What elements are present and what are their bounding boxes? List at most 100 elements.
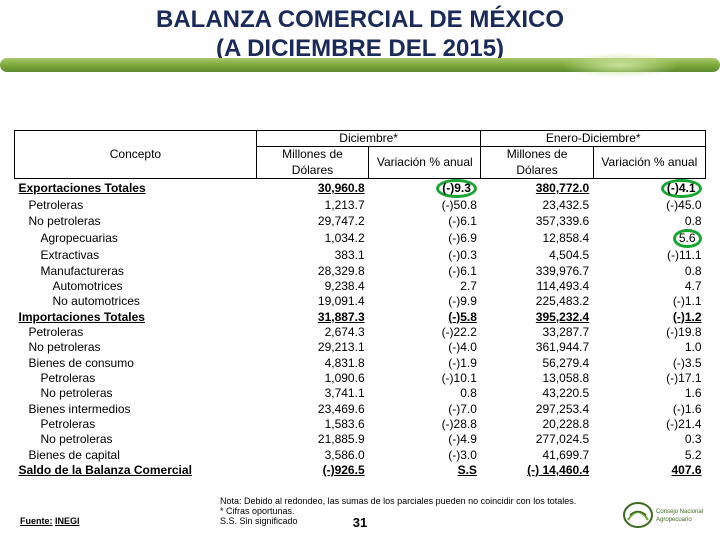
table-row: No petroleras29,213.1(-)4.0361,944.71.0 bbox=[15, 340, 706, 355]
footnotes: Nota: Debido al redondeo, las sumas de l… bbox=[220, 496, 576, 526]
title-line-1: BALANZA COMERCIAL DE MÉXICO bbox=[156, 6, 564, 33]
cell-value: (-)9.3 bbox=[369, 179, 481, 199]
cell-concept: No petroleras bbox=[15, 214, 257, 229]
hdr-mill-1: Millones de Dólares bbox=[256, 147, 368, 179]
fuente-label: Fuente: bbox=[20, 516, 53, 526]
cell-value: (-)17.1 bbox=[593, 371, 705, 386]
hdr-var-2: Variación % anual bbox=[593, 147, 705, 179]
note-ast: * Cifras oportunas. bbox=[220, 506, 576, 516]
cell-value: (-)1.2 bbox=[593, 310, 705, 325]
cell-value: 31,887.3 bbox=[256, 310, 368, 325]
cell-value: 297,253.4 bbox=[481, 402, 593, 417]
hdr-concepto: Concepto bbox=[15, 131, 257, 179]
table-row: Petroleras1,090.6(-)10.113,058.8(-)17.1 bbox=[15, 371, 706, 386]
cell-value: 114,493.4 bbox=[481, 279, 593, 294]
cell-concept: No petroleras bbox=[15, 432, 257, 447]
cell-value: 395,232.4 bbox=[481, 310, 593, 325]
cell-value: (-)5.8 bbox=[369, 310, 481, 325]
cell-value: 0.3 bbox=[593, 432, 705, 447]
note-main: Nota: Debido al redondeo, las sumas de l… bbox=[220, 496, 576, 506]
balance-table: Concepto Diciembre* Enero-Diciembre* Mil… bbox=[14, 130, 706, 479]
cell-value: 1,213.7 bbox=[256, 198, 368, 213]
cell-value: (-)28.8 bbox=[369, 417, 481, 432]
cell-concept: Petroleras bbox=[15, 417, 257, 432]
cell-value: (-)11.1 bbox=[593, 248, 705, 263]
cell-concept: No automotrices bbox=[15, 294, 257, 309]
cell-value: (-)45.0 bbox=[593, 198, 705, 213]
cell-value: 1,090.6 bbox=[256, 371, 368, 386]
note-ss: S.S. Sin significado bbox=[220, 516, 576, 526]
cell-value: 41,699.7 bbox=[481, 448, 593, 463]
cell-value: 12,858.4 bbox=[481, 229, 593, 248]
highlight-circle: (-)4.1 bbox=[661, 179, 702, 198]
table-row: No petroleras21,885.9(-)4.9277,024.50.3 bbox=[15, 432, 706, 447]
cell-value: (-)4.1 bbox=[593, 179, 705, 199]
cell-concept: Petroleras bbox=[15, 198, 257, 213]
cell-value: (-)4.9 bbox=[369, 432, 481, 447]
table-row: Petroleras1,583.6(-)28.820,228.8(-)21.4 bbox=[15, 417, 706, 432]
cell-concept: Bienes intermedios bbox=[15, 402, 257, 417]
cell-value: 4,831.8 bbox=[256, 356, 368, 371]
cell-value: 383.1 bbox=[256, 248, 368, 263]
cell-concept: No petroleras bbox=[15, 340, 257, 355]
cell-value: 357,339.6 bbox=[481, 214, 593, 229]
table-row: Importaciones Totales31,887.3(-)5.8395,2… bbox=[15, 310, 706, 325]
cell-value: (-)19.8 bbox=[593, 325, 705, 340]
cell-value: 3,586.0 bbox=[256, 448, 368, 463]
hdr-mill-2: Millones de Dólares bbox=[481, 147, 593, 179]
cell-value: (-)22.2 bbox=[369, 325, 481, 340]
cell-value: (-)6.1 bbox=[369, 214, 481, 229]
cell-concept: Extractivas bbox=[15, 248, 257, 263]
table-row: Petroleras2,674.3(-)22.233,287.7(-)19.8 bbox=[15, 325, 706, 340]
cell-value: (-)0.3 bbox=[369, 248, 481, 263]
cell-value: 28,329.8 bbox=[256, 264, 368, 279]
cell-value: 2,674.3 bbox=[256, 325, 368, 340]
table-row: Exportaciones Totales30,960.8(-)9.3380,7… bbox=[15, 179, 706, 199]
cell-value: 0.8 bbox=[593, 214, 705, 229]
table-row: Petroleras1,213.7(-)50.823,432.5(-)45.0 bbox=[15, 198, 706, 213]
fuente-value: INEGI bbox=[55, 516, 80, 526]
cell-value: 4.7 bbox=[593, 279, 705, 294]
cell-concept: Saldo de la Balanza Comercial bbox=[15, 463, 257, 478]
cell-value: 33,287.7 bbox=[481, 325, 593, 340]
cell-value: (-)3.5 bbox=[593, 356, 705, 371]
footer: Fuente: INEGI Nota: Debido al redondeo, … bbox=[20, 516, 700, 526]
cell-concept: Petroleras bbox=[15, 325, 257, 340]
hdr-diciembre: Diciembre* bbox=[256, 131, 481, 147]
cell-value: (-)1.6 bbox=[593, 402, 705, 417]
cell-concept: Bienes de capital bbox=[15, 448, 257, 463]
cell-value: (-)4.0 bbox=[369, 340, 481, 355]
org-logo: Consejo Nacional Agropecuario bbox=[622, 498, 712, 532]
highlight-circle: 5.6 bbox=[673, 229, 702, 248]
cell-value: 5.6 bbox=[593, 229, 705, 248]
table-container: Concepto Diciembre* Enero-Diciembre* Mil… bbox=[14, 130, 706, 479]
cell-value: 5.2 bbox=[593, 448, 705, 463]
cell-value: 20,228.8 bbox=[481, 417, 593, 432]
cell-value: 21,885.9 bbox=[256, 432, 368, 447]
cell-value: 29,747.2 bbox=[256, 214, 368, 229]
cell-value: 30,960.8 bbox=[256, 179, 368, 199]
cell-value: 380,772.0 bbox=[481, 179, 593, 199]
cell-concept: Automotrices bbox=[15, 279, 257, 294]
table-row: Bienes de consumo4,831.8(-)1.956,279.4(-… bbox=[15, 356, 706, 371]
table-row: No petroleras3,741.10.843,220.51.6 bbox=[15, 386, 706, 401]
cell-value: (-)21.4 bbox=[593, 417, 705, 432]
table-head: Concepto Diciembre* Enero-Diciembre* Mil… bbox=[15, 131, 706, 179]
cell-value: 0.8 bbox=[593, 264, 705, 279]
table-row: Extractivas383.1(-)0.34,504.5(-)11.1 bbox=[15, 248, 706, 263]
cell-value: 56,279.4 bbox=[481, 356, 593, 371]
table-row: Bienes de capital3,586.0(-)3.041,699.75.… bbox=[15, 448, 706, 463]
cell-concept: No petroleras bbox=[15, 386, 257, 401]
cell-value: 0.8 bbox=[369, 386, 481, 401]
table-row: Automotrices9,238.42.7114,493.44.7 bbox=[15, 279, 706, 294]
cell-value: (-)10.1 bbox=[369, 371, 481, 386]
cell-value: 1,034.2 bbox=[256, 229, 368, 248]
cell-concept: Agropecuarias bbox=[15, 229, 257, 248]
table-row: No automotrices19,091.4(-)9.9225,483.2(-… bbox=[15, 294, 706, 309]
cell-concept: Bienes de consumo bbox=[15, 356, 257, 371]
table-row: Manufactureras28,329.8(-)6.1339,976.70.8 bbox=[15, 264, 706, 279]
cell-value: 1.0 bbox=[593, 340, 705, 355]
cell-value: (-)6.9 bbox=[369, 229, 481, 248]
cell-value: 1,583.6 bbox=[256, 417, 368, 432]
cell-value: 9,238.4 bbox=[256, 279, 368, 294]
